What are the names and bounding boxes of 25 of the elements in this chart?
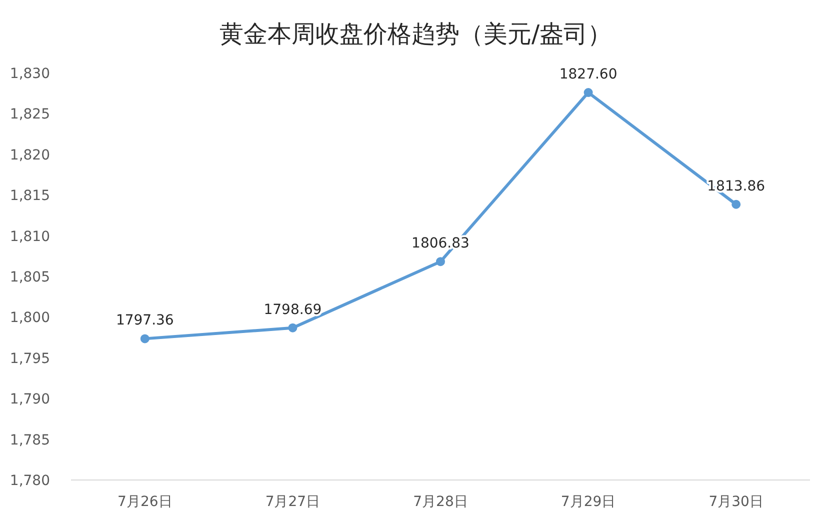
x-tick-label: 7月26日 [118,494,172,510]
data-label: 1797.36 [116,312,174,329]
x-tick-label: 7月30日 [708,494,764,510]
chart-title: 黄金本周收盘价格趋势（美元/盎司） [219,20,612,48]
data-label: 1798.69 [264,302,322,318]
data-label: 1827.60 [559,66,618,83]
x-tick-label: 7月29日 [560,494,616,510]
y-tick-label: 1,815 [10,188,50,204]
x-tick-label: 7月28日 [413,494,468,510]
y-tick-label: 1,780 [10,473,50,489]
point [436,257,445,266]
y-tick-label: 1,830 [10,66,50,82]
point [584,88,593,98]
y-tick-label: 1,790 [10,392,50,408]
y-tick-label: 1,800 [10,310,50,326]
y-tick-label: 1,785 [10,432,50,448]
point [732,200,741,209]
y-tick-label: 1,825 [10,106,50,123]
y-tick-label: 1,820 [10,147,50,164]
y-tick-label: 1,810 [10,228,50,245]
point [288,323,298,332]
y-tick-label: 1,795 [10,350,50,367]
x-tick-label: 7月27日 [265,494,320,510]
y-tick-label: 1,805 [10,270,50,286]
point [140,334,150,344]
